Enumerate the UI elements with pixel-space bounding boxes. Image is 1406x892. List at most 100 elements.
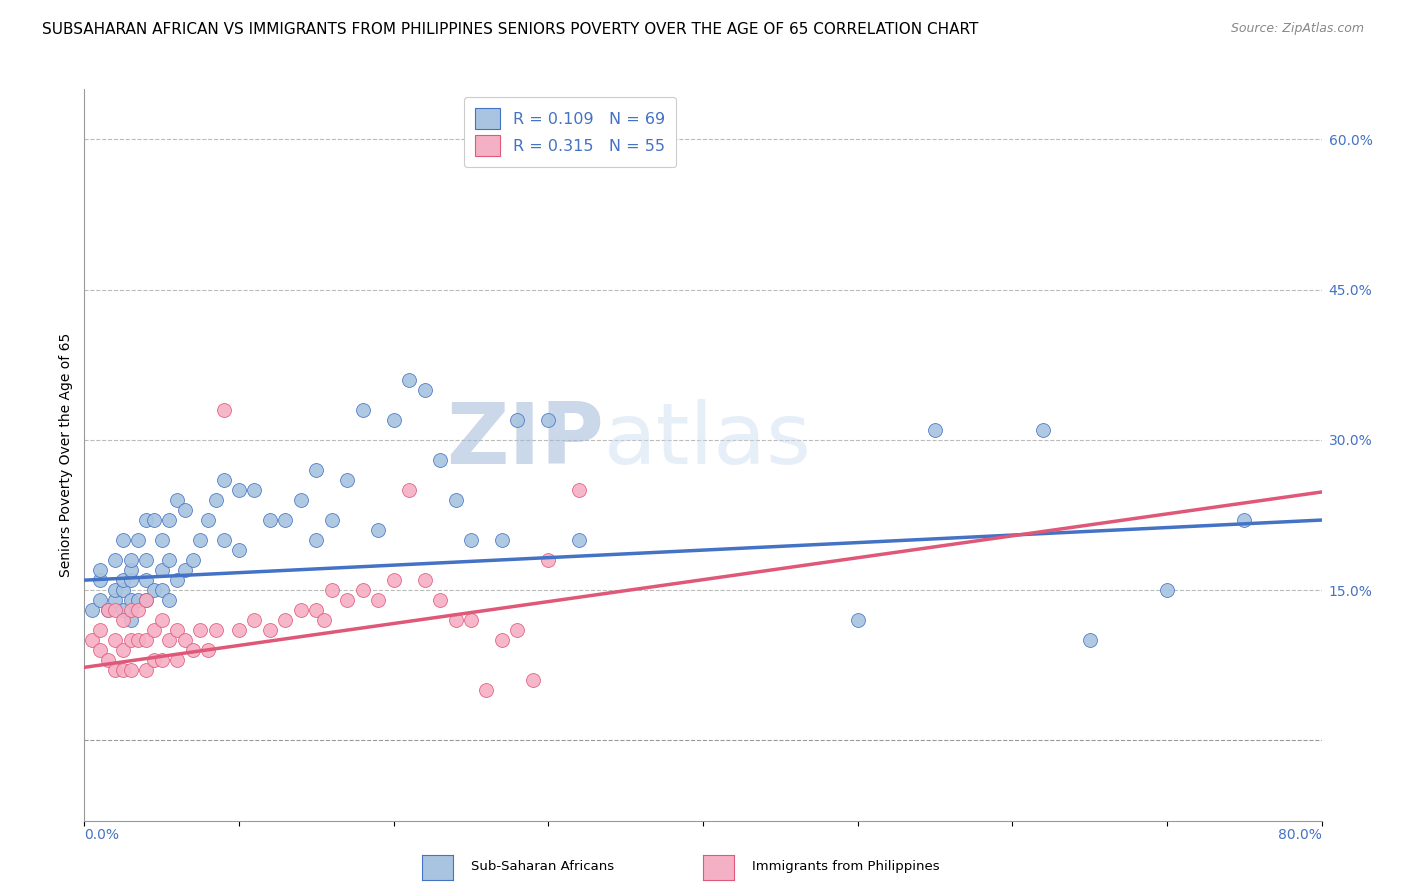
Point [97,603,120,617]
Point [120,633,142,648]
Point [150,533,173,547]
Point [205,493,228,508]
Point [212,533,235,547]
Point [97,603,120,617]
Point [398,483,420,497]
Point [274,613,297,627]
Point [166,493,188,508]
Legend: R = 0.109   N = 69, R = 0.315   N = 55: R = 0.109 N = 69, R = 0.315 N = 55 [464,97,676,167]
Point [413,383,436,397]
Point [321,583,343,598]
Point [537,413,560,427]
Point [104,664,127,678]
Point [89,593,111,607]
Y-axis label: Seniors Poverty Over the Age of 65: Seniors Poverty Over the Age of 65 [59,333,73,577]
Point [290,493,312,508]
Point [259,624,281,638]
Point [159,513,181,527]
Point [846,613,869,627]
Text: Sub-Saharan Africans: Sub-Saharan Africans [471,860,614,872]
Point [159,633,181,648]
Point [259,513,281,527]
Point [205,624,228,638]
Text: ZIP: ZIP [446,399,605,482]
Point [112,573,135,587]
Point [89,624,111,638]
Point [429,593,451,607]
Text: Source: ZipAtlas.com: Source: ZipAtlas.com [1230,22,1364,36]
Point [367,523,389,537]
Point [181,643,204,657]
Point [429,453,451,467]
Point [112,664,135,678]
Point [104,593,127,607]
Point [290,603,312,617]
Text: Immigrants from Philippines: Immigrants from Philippines [752,860,939,872]
Point [112,533,135,547]
Point [128,533,150,547]
Point [159,593,181,607]
Point [506,624,529,638]
Point [568,533,591,547]
Point [181,553,204,567]
Point [89,563,111,577]
Point [460,533,482,547]
Point [166,624,188,638]
Point [104,583,127,598]
Point [143,624,166,638]
Point [135,664,157,678]
Point [1233,513,1256,527]
Text: 0.0%: 0.0% [84,828,120,842]
Point [460,613,482,627]
Point [120,563,142,577]
Point [174,503,197,517]
Point [135,593,157,607]
Point [314,613,336,627]
Point [82,633,104,648]
Point [150,563,173,577]
Point [166,653,188,667]
Point [166,573,188,587]
Point [104,633,127,648]
Point [491,533,513,547]
Point [104,553,127,567]
Point [382,413,405,427]
Point [112,643,135,657]
Point [120,573,142,587]
Point [321,513,343,527]
Point [243,613,266,627]
Point [120,613,142,627]
Point [188,624,212,638]
Point [150,613,173,627]
Point [97,653,120,667]
Text: atlas: atlas [605,399,813,482]
Point [120,553,142,567]
Point [120,593,142,607]
Point [491,633,513,648]
Text: SUBSAHARAN AFRICAN VS IMMIGRANTS FROM PHILIPPINES SENIORS POVERTY OVER THE AGE O: SUBSAHARAN AFRICAN VS IMMIGRANTS FROM PH… [42,22,979,37]
Point [120,664,142,678]
Point [212,473,235,487]
Point [150,583,173,598]
Text: 80.0%: 80.0% [1278,828,1322,842]
Point [568,483,591,497]
Point [305,463,328,477]
Point [228,624,250,638]
Point [197,643,219,657]
Point [274,513,297,527]
Point [398,373,420,387]
Point [112,583,135,598]
Point [382,573,405,587]
Point [135,513,157,527]
Point [352,583,374,598]
Point [104,603,127,617]
Point [135,573,157,587]
Point [82,603,104,617]
Point [444,613,467,627]
Point [112,603,135,617]
Point [506,413,529,427]
Point [475,683,498,698]
Point [89,573,111,587]
Point [188,533,212,547]
Point [228,483,250,497]
